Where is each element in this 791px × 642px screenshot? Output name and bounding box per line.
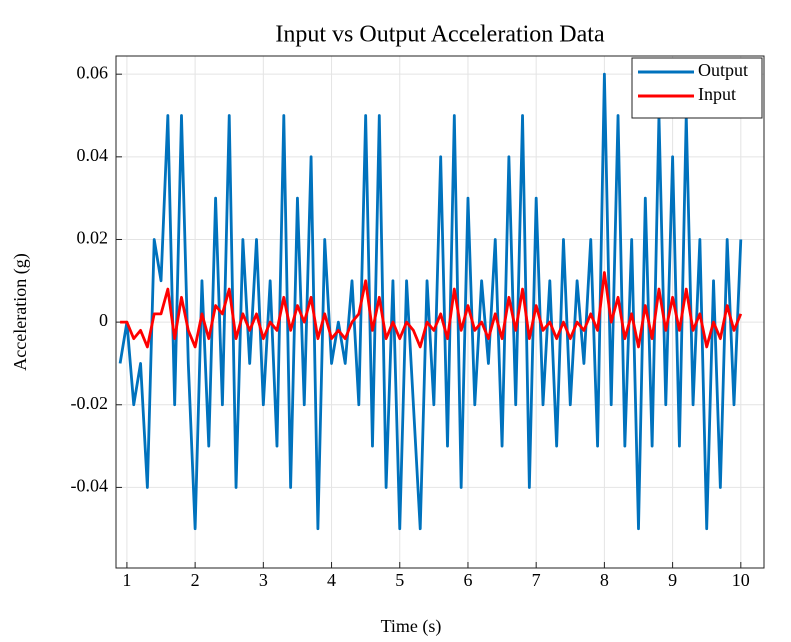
x-tick-label: 9	[668, 570, 677, 590]
data-line	[118, 72, 743, 531]
x-tick-label: 3	[259, 570, 268, 590]
x-tick-label: 4	[327, 570, 336, 590]
y-tick-label: 0	[99, 310, 108, 330]
chart-title: Input vs Output Acceleration Data	[275, 22, 605, 48]
data-line	[120, 271, 743, 349]
x-tick-label: 10	[732, 570, 750, 590]
x-tick-label: 6	[463, 570, 472, 590]
y-tick-label: 0.06	[77, 62, 109, 82]
plot-frame	[115, 55, 765, 569]
legend-box	[631, 57, 763, 119]
y-axis-label: Acceleration (g)	[10, 253, 31, 370]
y-tick-label: 0.02	[77, 228, 109, 248]
x-tick-label: 5	[395, 570, 404, 590]
x-tick-label: 2	[191, 570, 200, 590]
x-tick-label: 1	[122, 570, 131, 590]
y-tick-label: -0.02	[71, 393, 109, 413]
y-tick-label: -0.04	[71, 476, 109, 496]
y-tick-label: 0.04	[77, 145, 109, 165]
x-axis-label: Time (s)	[381, 616, 442, 637]
x-tick-label: 7	[532, 570, 541, 590]
x-tick-label: 8	[600, 570, 609, 590]
legend-label: Output	[698, 60, 748, 80]
legend-label: Input	[698, 84, 736, 104]
